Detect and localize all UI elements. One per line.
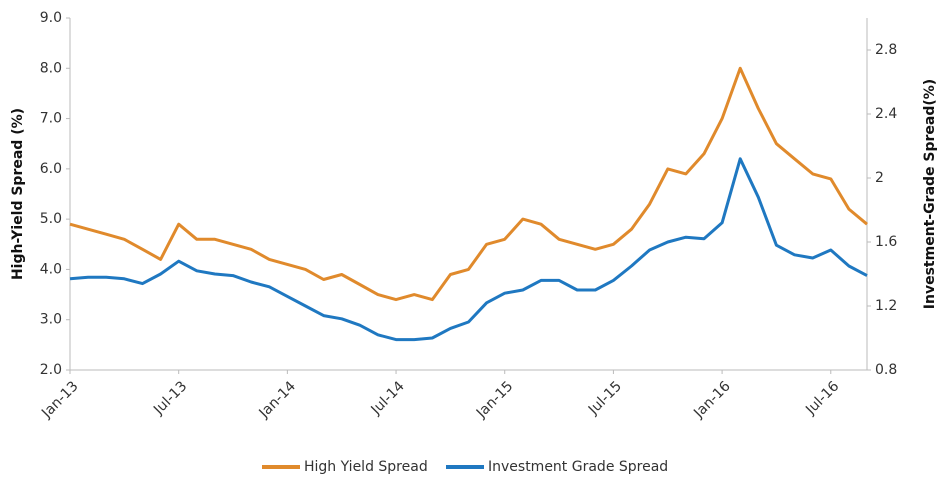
legend-label: Investment Grade Spread	[488, 459, 668, 475]
y-tick-label: 2.0	[40, 362, 62, 378]
x-tick-label: Jan-15	[473, 378, 516, 421]
y2-tick-label: 2.4	[875, 106, 897, 122]
x-tick-label: Jul-14	[368, 378, 408, 418]
x-tick-label: Jul-16	[802, 378, 842, 418]
y-axis-title: High-Yield Spread (%)	[10, 108, 26, 280]
y-tick-label: 4.0	[40, 261, 62, 277]
x-tick-label: Jul-15	[585, 378, 625, 418]
x-tick-label: Jan-14	[256, 378, 300, 422]
legend-label: High Yield Spread	[304, 459, 428, 475]
x-tick-label: Jul-13	[150, 378, 190, 418]
y-tick-label: 9.0	[40, 10, 62, 26]
series-line	[69, 157, 868, 342]
y-tick-label: 5.0	[40, 211, 62, 227]
y-tick-label: 6.0	[40, 161, 62, 177]
x-tick-label: Jan-13	[38, 378, 81, 421]
y-tick-label: 7.0	[40, 111, 62, 127]
x-tick-label: Jan-16	[690, 378, 734, 422]
y2-tick-label: 2.8	[875, 42, 897, 58]
series-line	[69, 66, 868, 302]
y2-tick-label: 0.8	[875, 362, 897, 378]
y2-tick-label: 2	[875, 170, 884, 186]
y2-tick-label: 1.6	[875, 234, 897, 250]
y2-axis-title: Investment-Grade Spread(%)	[922, 79, 938, 309]
y2-tick-label: 1.2	[875, 298, 897, 314]
y-tick-label: 8.0	[40, 60, 62, 76]
y-tick-label: 3.0	[40, 312, 62, 328]
